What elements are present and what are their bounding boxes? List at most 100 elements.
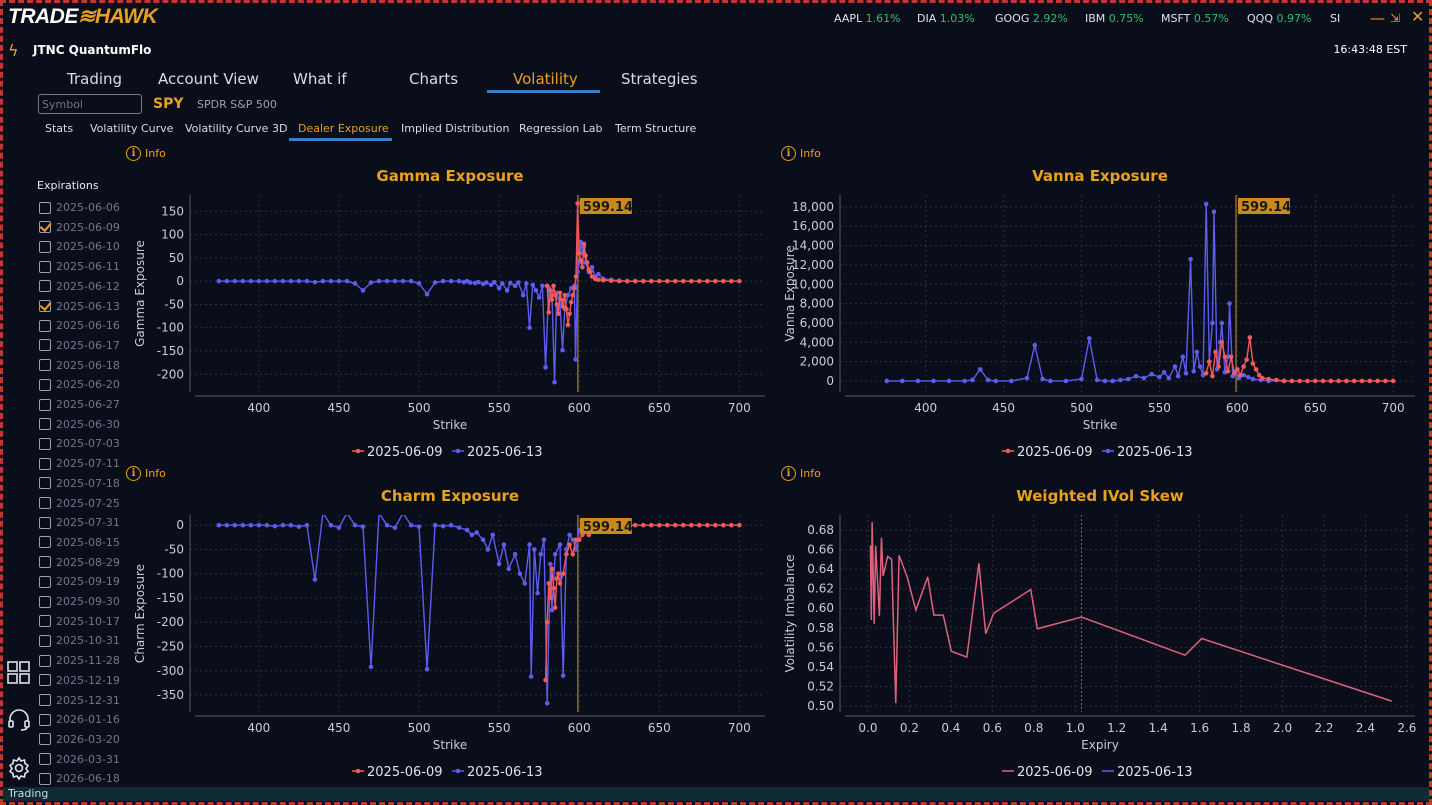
settings-gear-icon[interactable] — [7, 756, 31, 781]
ticker-item[interactable]: QQQ 0.97% — [1247, 12, 1312, 25]
expiration-checkbox[interactable]: 2026-03-20 — [39, 733, 120, 746]
checkbox[interactable] — [39, 300, 51, 312]
expiration-checkbox[interactable]: 2025-06-16 — [39, 319, 120, 332]
expiration-checkbox[interactable]: 2025-12-31 — [39, 694, 120, 707]
expiration-checkbox[interactable]: 2025-06-09 — [39, 221, 120, 234]
checkbox[interactable] — [39, 260, 51, 273]
tab-account-view[interactable]: Account View — [158, 70, 259, 88]
checkbox[interactable] — [39, 634, 51, 647]
checkbox[interactable] — [39, 556, 51, 569]
expiration-checkbox[interactable]: 2025-10-17 — [39, 615, 120, 628]
x-axis-label: Expiry — [1081, 738, 1119, 752]
ticker-item[interactable]: AAPL 1.61% — [834, 12, 901, 25]
checkbox[interactable] — [39, 339, 51, 352]
checkbox[interactable] — [39, 457, 51, 470]
tab-strategies[interactable]: Strategies — [621, 70, 698, 88]
data-point — [1133, 373, 1139, 379]
expiration-checkbox[interactable]: 2025-06-10 — [39, 240, 120, 253]
tab-volatility[interactable]: Volatility — [513, 70, 578, 88]
restore-icon[interactable]: ⇲ — [1390, 11, 1401, 25]
checkbox[interactable] — [39, 654, 51, 667]
checkbox[interactable] — [39, 753, 51, 766]
ticker-item[interactable]: MSFT 0.57% — [1161, 12, 1229, 25]
subtab-volatility-curve[interactable]: Volatility Curve — [90, 122, 174, 135]
checkbox[interactable] — [39, 674, 51, 687]
expiration-checkbox[interactable]: 2025-08-15 — [39, 536, 120, 549]
expiration-checkbox[interactable]: 2025-06-18 — [39, 359, 120, 372]
ticker-item[interactable]: SI — [1330, 12, 1341, 25]
expiration-checkbox[interactable]: 2025-11-28 — [39, 654, 120, 667]
expiration-checkbox[interactable]: 2025-06-17 — [39, 339, 120, 352]
expiration-checkbox[interactable]: 2025-06-06 — [39, 201, 120, 214]
expiration-checkbox[interactable]: 2025-07-31 — [39, 516, 120, 529]
ticker-item[interactable]: IBM 0.75% — [1085, 12, 1144, 25]
subtab-regression-lab[interactable]: Regression Lab — [519, 122, 603, 135]
expiration-checkbox[interactable]: 2025-06-27 — [39, 398, 120, 411]
expiration-checkbox[interactable]: 2025-06-20 — [39, 378, 120, 391]
data-point — [970, 377, 975, 383]
subtab-implied-distribution[interactable]: Implied Distribution — [401, 122, 510, 135]
expiration-checkbox[interactable]: 2025-10-31 — [39, 634, 120, 647]
checkbox[interactable] — [39, 595, 51, 608]
expiration-checkbox[interactable]: 2025-08-29 — [39, 556, 120, 569]
checkbox[interactable] — [39, 694, 51, 706]
data-point — [1009, 378, 1014, 384]
expiration-checkbox[interactable]: 2025-07-03 — [39, 437, 120, 450]
expiration-checkbox[interactable]: 2025-09-30 — [39, 595, 120, 608]
subtab-term-structure[interactable]: Term Structure — [615, 122, 697, 135]
minimize-button[interactable]: — — [1370, 9, 1385, 27]
checkbox[interactable] — [39, 221, 51, 234]
expiration-checkbox[interactable]: 2025-07-18 — [39, 477, 120, 490]
headset-icon[interactable] — [7, 708, 31, 732]
expiration-checkbox[interactable]: 2025-06-12 — [39, 280, 120, 293]
checkbox[interactable] — [39, 516, 51, 529]
legend-label: 2025-06-13 — [467, 765, 543, 780]
expiration-checkbox[interactable]: 2026-06-18 — [39, 772, 120, 785]
subtab-stats[interactable]: Stats — [45, 122, 74, 135]
expiration-checkbox[interactable]: 2025-07-11 — [39, 457, 120, 470]
checkbox[interactable] — [39, 713, 51, 726]
expiration-checkbox[interactable]: 2025-12-19 — [39, 674, 120, 687]
expiration-checkbox[interactable]: 2025-09-19 — [39, 575, 120, 588]
tab-what-if[interactable]: What if — [293, 70, 347, 88]
checkbox[interactable] — [39, 477, 51, 490]
gamma-info-button[interactable]: i Info — [126, 146, 166, 161]
checkbox[interactable] — [39, 201, 51, 214]
tab-charts[interactable]: Charts — [409, 70, 459, 88]
close-button[interactable]: ✕ — [1411, 7, 1425, 26]
subtab-dealer-exposure[interactable]: Dealer Exposure — [298, 122, 389, 135]
checkbox[interactable] — [39, 615, 51, 628]
checkbox[interactable] — [39, 437, 51, 450]
checkbox[interactable] — [39, 240, 51, 253]
checkbox[interactable] — [39, 378, 51, 391]
checkbox[interactable] — [39, 772, 51, 785]
ticker-item[interactable]: GOOG 2.92% — [995, 12, 1068, 25]
checkbox[interactable] — [39, 497, 51, 509]
checkbox[interactable] — [39, 418, 51, 431]
subtab-volatility-curve-3d[interactable]: Volatility Curve 3D — [185, 122, 288, 135]
expiration-checkbox[interactable]: 2026-01-16 — [39, 713, 120, 726]
y-tick-label: 10,000 — [792, 277, 834, 291]
checkbox[interactable] — [39, 575, 51, 588]
checkbox[interactable] — [39, 536, 51, 549]
ticker-item[interactable]: DIA 1.03% — [917, 12, 975, 25]
checkbox[interactable] — [39, 359, 51, 372]
checkbox[interactable] — [39, 280, 51, 293]
layout-grid-icon[interactable] — [7, 661, 31, 685]
expiration-checkbox[interactable]: 2026-03-31 — [39, 753, 120, 766]
tab-trading[interactable]: Trading — [67, 70, 123, 88]
data-point — [304, 278, 310, 284]
expiration-checkbox[interactable]: 2025-06-30 — [39, 418, 120, 431]
vanna-info-button[interactable]: i Info — [781, 146, 821, 161]
expiration-checkbox[interactable]: 2025-07-25 — [39, 497, 120, 510]
skew-info-button[interactable]: i Info — [781, 466, 821, 481]
y-tick-label: 0.52 — [807, 679, 834, 693]
symbol-input[interactable] — [38, 94, 142, 114]
expiration-checkbox[interactable]: 2025-06-13 — [39, 300, 120, 313]
charm-info-button[interactable]: i Info — [126, 466, 166, 481]
data-point — [240, 278, 246, 284]
checkbox[interactable] — [39, 319, 51, 332]
checkbox[interactable] — [39, 398, 51, 411]
expiration-checkbox[interactable]: 2025-06-11 — [39, 260, 120, 273]
checkbox[interactable] — [39, 733, 51, 746]
